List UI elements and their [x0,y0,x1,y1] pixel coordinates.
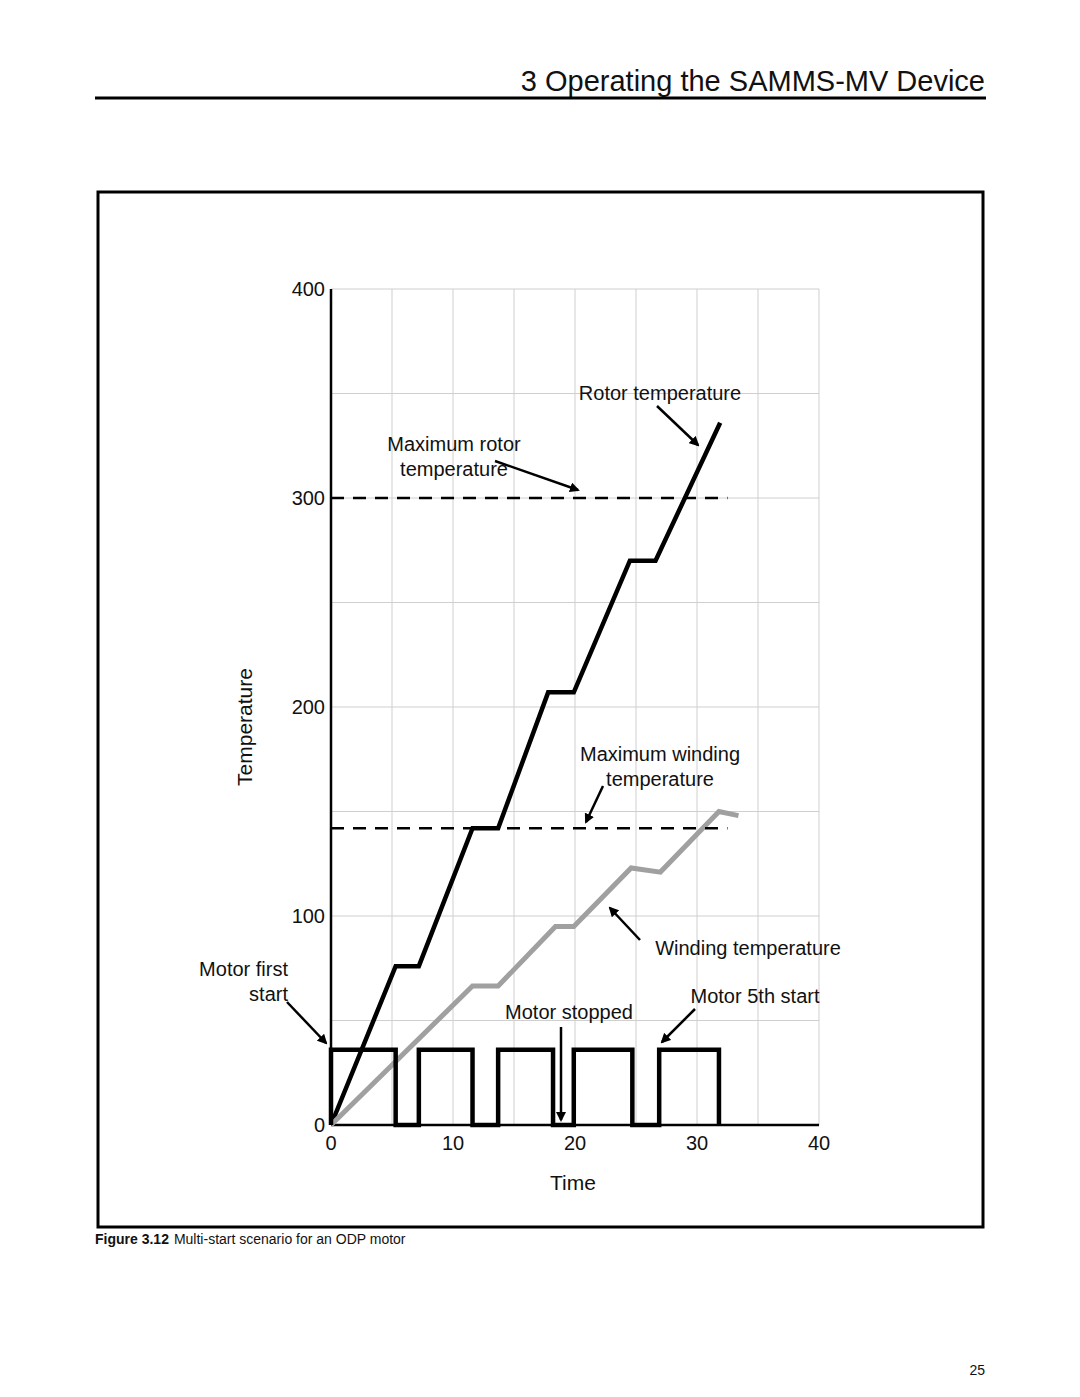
annotation-arrow [560,1027,563,1120]
annotation: Motor 5th start [691,985,820,1007]
y-tick-label: 0 [314,1114,325,1136]
x-tick-label: 30 [686,1132,708,1154]
header-rule [95,97,986,100]
annotation: Rotor temperature [579,382,741,404]
caption-label: Figure 3.12 [95,1231,169,1247]
figure-frame [98,192,983,1227]
x-tick-label: 40 [808,1132,830,1154]
grid-line [392,289,393,1125]
annotation: Winding temperature [655,937,841,959]
y-tick-label: 400 [292,278,325,300]
x-tick-label: 10 [442,1132,464,1154]
annotation: Maximum winding [580,743,740,765]
grid-line [331,498,819,499]
caption: Figure 3.12 Multi-start scenario for an O… [95,1231,406,1247]
annotation-arrow [586,786,603,822]
series-line [331,812,738,1126]
grid-line [636,289,637,1125]
series-line [331,1050,719,1125]
y-tick-label: 100 [292,905,325,927]
caption-text: Multi-start scenario for an ODP motor [174,1231,406,1247]
annotation: Motor stopped [505,1001,633,1023]
grid-line [331,289,819,290]
x-tick-label: 0 [325,1132,336,1154]
series-line [331,423,720,1125]
annotation-arrow [662,1009,695,1042]
annotation-arrow [657,406,698,445]
annotation: temperature [400,458,508,480]
grid-line [331,289,332,1125]
y-tick-label: 200 [292,696,325,718]
annotation: Maximum rotor [387,433,521,455]
grid-line [331,916,819,917]
x-axis-label: Time [550,1171,596,1194]
plot-data [331,423,738,1125]
annotation-arrow [610,908,640,940]
grid-line [514,289,515,1125]
annotation-arrow [287,1002,326,1043]
annotation: start [249,983,288,1005]
y-tick-label: 300 [292,487,325,509]
page: 3 Operating the SAMMS-MV Device010020030… [0,0,1080,1397]
grid-line [331,811,819,812]
grid-line [331,602,819,603]
grid-line [331,393,819,394]
series-line [331,827,728,830]
header: 3 Operating the SAMMS-MV Device [521,65,985,97]
grid-line [331,707,819,708]
annotation: Motor first [199,958,288,980]
y-axis [330,289,333,1125]
y-axis-label: Temperature [233,668,256,786]
annotation: temperature [606,768,714,790]
grid [331,289,819,1125]
series-line [331,497,728,500]
page-number: 25 [969,1362,985,1378]
annotation-arrow [495,461,578,490]
x-tick-label: 20 [564,1132,586,1154]
